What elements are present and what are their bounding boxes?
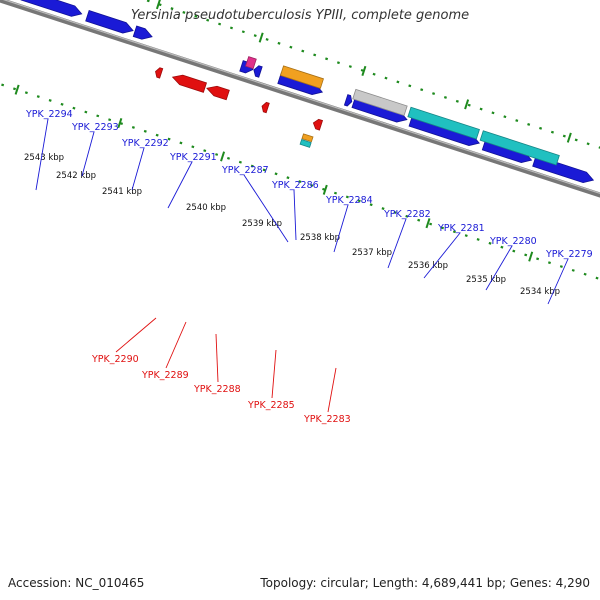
accession-label: Accession: NC_010465 — [8, 576, 145, 590]
forward-scale-track-major-tick — [566, 132, 572, 143]
forward-gene-leader — [333, 204, 349, 253]
forward-scale-track-major-tick — [155, 0, 161, 10]
forward-gene-leader — [167, 161, 193, 209]
forward-gene-arrow — [85, 10, 134, 34]
reverse-gene-leader — [215, 333, 219, 383]
kbp-tick-label: 2537 kbp — [352, 248, 392, 258]
forward-gene-leader — [423, 232, 461, 279]
reverse-scale-track-major-tick — [425, 218, 431, 229]
gene-cyan-small — [299, 139, 312, 148]
reverse-scale-track-major-tick — [14, 84, 20, 95]
kbp-tick-label: 2540 kbp — [186, 203, 226, 213]
forward-gene-leader — [81, 131, 95, 177]
reverse-scale-track-major-tick — [117, 117, 123, 129]
genome-summary-label: Topology: circular; Length: 4,689,441 bp… — [260, 576, 590, 590]
forward-gene-label: YPK_2282 — [383, 209, 431, 220]
forward-gene-label: YPK_2286 — [271, 180, 319, 191]
reverse-scale-track — [0, 82, 600, 281]
forward-scale-track-major-tick — [361, 65, 367, 76]
kbp-tick-label: 2541 kbp — [102, 187, 142, 197]
reverse-scale-track-major-tick — [220, 151, 226, 162]
backbone-highlight — [2, 0, 600, 195]
kbp-tick-label: 2534 kbp — [520, 287, 560, 297]
forward-gene-label: YPK_2279 — [545, 249, 593, 260]
genome-title: Yersinia pseudotuberculosis YPIII, compl… — [130, 8, 470, 23]
kbp-tick-label: 2538 kbp — [300, 233, 340, 243]
kbp-tick-label: 2536 kbp — [408, 261, 448, 271]
forward-gene-label: YPK_2294 — [25, 109, 73, 120]
reverse-gene-arrow — [155, 67, 164, 79]
forward-gene-leader — [547, 258, 569, 305]
gene-cyan-block — [407, 106, 480, 140]
forward-gene-leader — [131, 147, 145, 191]
gene-orange-small — [301, 133, 314, 143]
forward-gene-label: YPK_2291 — [169, 152, 217, 163]
gene-pink-block — [245, 56, 257, 70]
forward-gene-label: YPK_2293 — [71, 122, 119, 133]
forward-gene-label: YPK_2287 — [221, 165, 269, 176]
gene-cyan-block — [479, 130, 560, 166]
reverse-scale-track-major-tick — [528, 251, 534, 262]
reverse-gene-leader — [327, 367, 337, 413]
forward-gene-label: YPK_2284 — [325, 195, 373, 206]
forward-gene-arrow — [20, 0, 83, 17]
reverse-gene-arrow — [171, 74, 208, 93]
forward-scale-track-major-tick — [464, 99, 470, 110]
forward-gene-arrow — [253, 65, 263, 78]
reverse-gene-label: YPK_2283 — [303, 414, 351, 425]
reverse-gene-arrow — [312, 118, 324, 131]
kbp-tick-label: 2542 kbp — [56, 171, 96, 181]
reverse-gene-label: YPK_2290 — [91, 354, 139, 365]
reverse-gene-leader — [271, 349, 277, 399]
forward-gene-label: YPK_2281 — [437, 223, 485, 234]
forward-gene-arrow — [343, 94, 353, 107]
forward-gene-leader — [387, 218, 407, 269]
forward-gene-leader — [243, 174, 289, 243]
kbp-tick-label: 2535 kbp — [466, 275, 506, 285]
kbp-tick-label: 2543 kbp — [24, 153, 64, 163]
reverse-gene-label: YPK_2289 — [141, 370, 189, 381]
forward-gene-label: YPK_2280 — [489, 236, 537, 247]
forward-scale-track-major-tick — [258, 32, 264, 43]
genome-backbone — [0, 0, 600, 198]
forward-gene-leader — [485, 245, 513, 291]
gene-orange-block — [279, 65, 324, 89]
reverse-gene-arrow — [261, 101, 270, 114]
reverse-gene-label: YPK_2285 — [247, 400, 295, 411]
forward-gene-arrow — [132, 25, 153, 40]
reverse-scale-track-major-tick — [322, 184, 328, 195]
gene-lightgray-block — [352, 88, 408, 117]
forward-gene-label: YPK_2292 — [121, 138, 169, 149]
kbp-tick-label: 2539 kbp — [242, 219, 282, 229]
reverse-gene-leader — [165, 321, 187, 369]
forward-gene-leader — [35, 118, 49, 191]
reverse-gene-label: YPK_2288 — [193, 384, 241, 395]
reverse-gene-arrow — [206, 85, 230, 101]
forward-gene-leader — [293, 189, 297, 241]
forward-scale-track — [142, 0, 600, 149]
reverse-gene-leader — [115, 317, 157, 353]
